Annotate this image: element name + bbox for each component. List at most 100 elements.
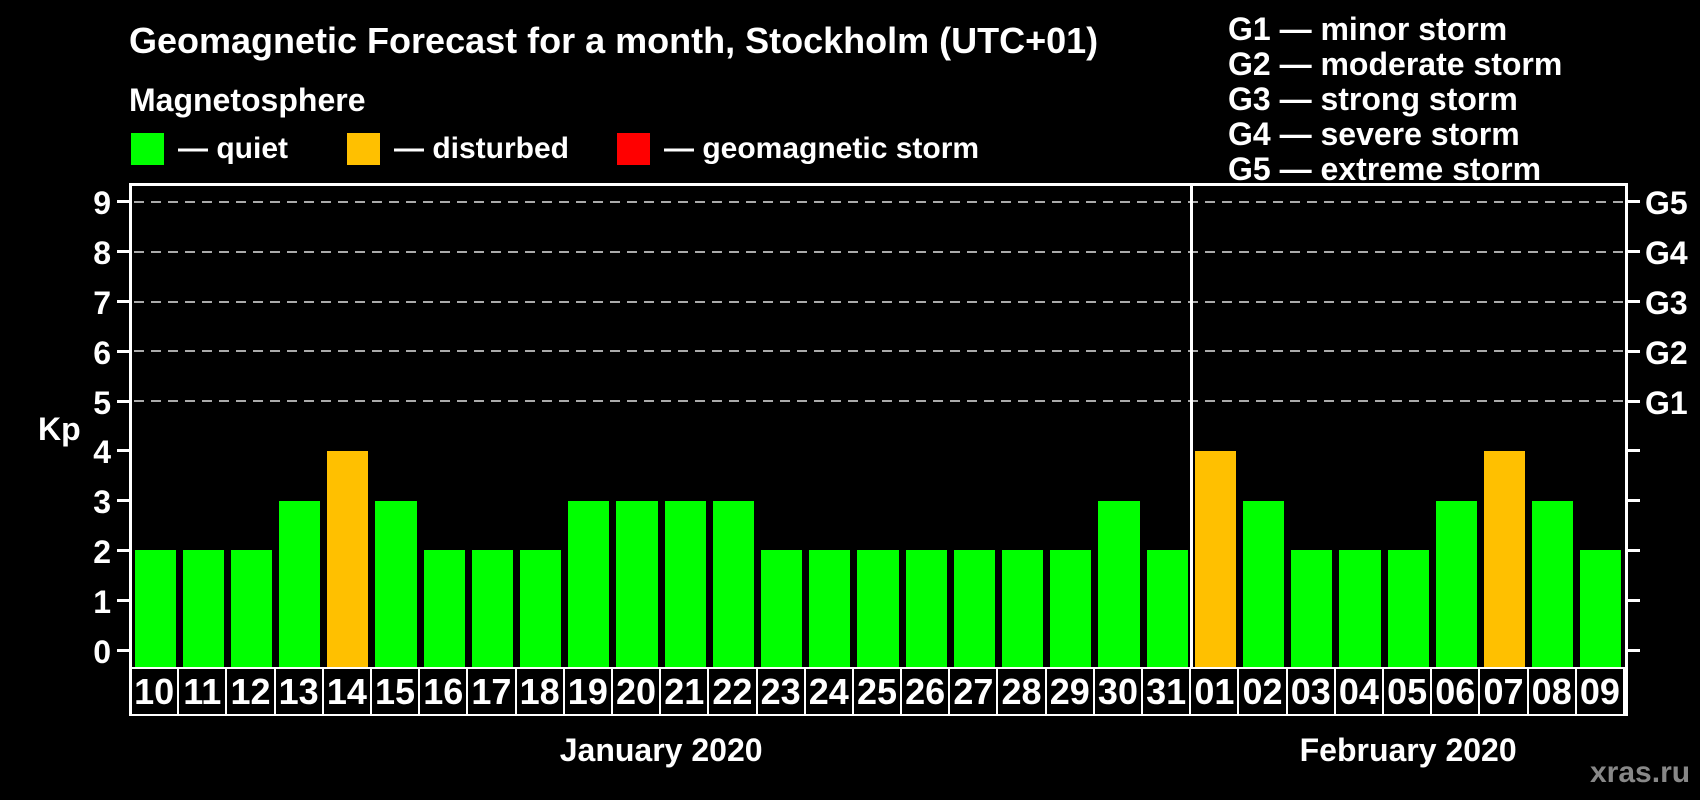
kp-bar-day-27 [953,550,995,667]
day-label-cell: 27 [948,667,999,716]
g-scale-axis-label: G1 [1645,384,1688,421]
right-axis-tick [1628,499,1640,503]
legend-swatch-quiet-icon [131,133,164,165]
month-label: February 2020 [1299,732,1517,768]
grid-line-kp-6 [134,350,1625,353]
day-label-cell: 25 [851,667,903,716]
kp-bar-day-18 [520,550,562,667]
magnetosphere-label: Magnetosphere [129,82,366,118]
legend-item-label: — quiet [178,132,288,165]
right-axis-tick [1628,648,1640,652]
day-label-cell: 07 [1478,667,1529,716]
g-scale-axis-label: G3 [1645,285,1688,322]
kp-bar-day-07 [1483,450,1526,667]
kp-bar-day-10 [134,550,176,667]
kp-bar-day-25 [857,550,899,667]
day-label-cell: 06 [1430,667,1481,716]
y-axis-tick [117,349,129,353]
kp-bar-day-16 [423,550,465,667]
day-label-cell: 30 [1092,667,1144,716]
day-label-cell: 23 [755,667,806,716]
legend-swatch-storm-icon [617,133,650,165]
day-label-cell: 21 [659,667,710,716]
legend-item-label: — disturbed [394,132,570,165]
y-axis-tick [117,300,129,304]
day-label-cell: 20 [610,667,662,716]
right-axis-tick [1628,399,1640,403]
kp-bar-day-05 [1387,550,1429,667]
y-axis-tick-label: 4 [93,434,111,471]
kp-bar-day-15 [375,500,417,667]
kp-bar-day-03 [1291,550,1333,667]
grid-line-kp-8 [134,250,1625,253]
right-axis-tick [1628,300,1640,304]
y-axis-tick-label: 6 [93,334,111,371]
day-label-cell: 18 [514,667,565,716]
y-axis-tick [117,250,129,254]
y-axis-tick-label: 5 [93,384,111,421]
day-label-cell: 11 [177,667,228,716]
day-label-cell: 08 [1526,667,1577,716]
y-axis-tick [117,200,129,204]
day-label-cell: 19 [562,667,613,716]
grid-line-kp-5 [134,400,1625,403]
g-scale-axis-label: G5 [1645,185,1688,222]
y-axis-tick-label: 9 [93,185,111,222]
kp-bar-day-11 [182,550,224,667]
y-axis-title: Kp [38,411,81,447]
y-axis-tick-label: 0 [93,633,111,670]
kp-bar-day-28 [1001,550,1044,667]
storm-scale-legend: G1 — minor storm G2 — moderate storm G3 — … [1228,12,1562,187]
y-axis-tick [117,598,129,602]
day-label-cell: 17 [466,667,517,716]
y-axis-tick [117,648,129,652]
y-axis-line-right [1625,183,1628,716]
right-axis-tick [1628,449,1640,453]
y-axis-tick-label: 2 [93,533,111,570]
y-axis-tick-label: 1 [93,583,111,620]
kp-bar-day-01 [1194,450,1236,667]
day-label-cell: 16 [418,667,469,716]
day-label-cell: 22 [707,667,758,716]
kp-bar-day-21 [664,500,706,667]
watermark: xras.ru [1590,756,1691,789]
month-divider [1189,186,1193,667]
kp-bar-day-06 [1435,500,1477,667]
kp-bar-day-31 [1146,550,1188,667]
y-axis-tick [117,449,129,453]
day-label-cell: 12 [225,667,276,716]
kp-bar-day-08 [1532,500,1574,667]
y-axis-line-left [129,183,132,716]
y-axis-tick-label: 7 [93,285,111,322]
storm-scale-line: G3 — strong storm [1228,81,1518,117]
kp-bar-day-12 [230,550,273,667]
plot-top-border [129,183,1628,186]
day-label-cell: 05 [1382,667,1433,716]
kp-bar-day-19 [568,500,610,667]
day-label-cell: 28 [996,667,1047,716]
kp-bar-day-17 [471,550,514,667]
right-axis-tick [1628,250,1640,254]
grid-line-kp-9 [134,200,1625,203]
grid-line-kp-7 [134,300,1625,303]
kp-bar-day-26 [905,550,947,667]
right-axis-tick [1628,548,1640,552]
day-label-cell: 10 [129,667,180,716]
day-label-cell: 04 [1333,667,1385,716]
right-axis-tick [1628,349,1640,353]
legend-item-quiet: — quiet [131,133,288,165]
kp-bar-day-13 [279,500,321,667]
page-title: Geomagnetic Forecast for a month, Stockh… [129,20,1099,61]
right-axis-tick [1628,200,1640,204]
kp-bar-day-30 [1098,500,1140,667]
day-label-cell: 14 [321,667,372,716]
kp-bar-day-20 [616,500,658,667]
day-label-cell: 01 [1189,667,1240,716]
right-axis-tick [1628,598,1640,602]
kp-bar-day-14 [327,450,369,667]
kp-bar-day-23 [761,550,803,667]
y-axis-tick [117,399,129,403]
kp-bar-day-02 [1242,500,1285,667]
y-axis-tick [117,548,129,552]
day-label-cell: 03 [1285,667,1336,716]
